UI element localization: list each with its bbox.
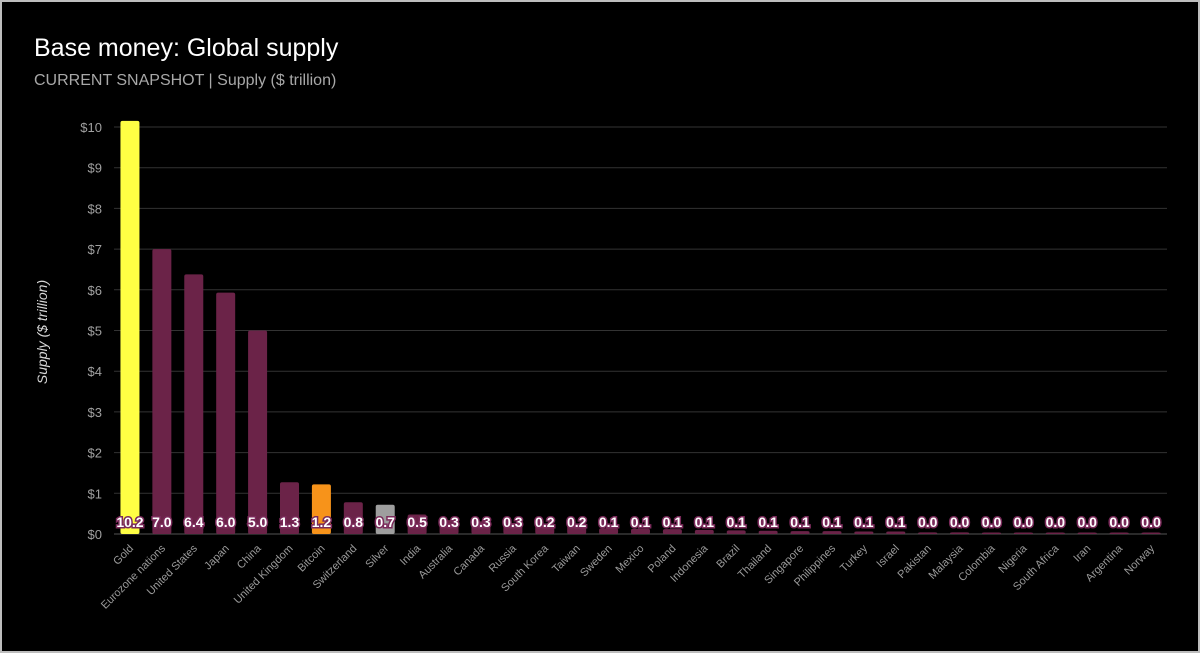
x-tick-label: Japan: [202, 543, 232, 573]
data-label: 1.2: [312, 514, 332, 530]
data-label: 0.1: [854, 514, 874, 530]
x-tick-label: Brazil: [714, 543, 742, 571]
bar-norway: [1141, 532, 1161, 534]
y-tick-label: $10: [80, 120, 102, 135]
data-label: 0.1: [631, 514, 651, 530]
y-tick-label: $5: [88, 324, 102, 339]
bar-south-korea: [535, 525, 555, 534]
data-label: 5.0: [248, 514, 268, 530]
x-tick-label: Sweden: [578, 543, 615, 580]
data-label: 0.2: [535, 514, 555, 530]
data-label: 0.0: [1046, 514, 1066, 530]
bar-sweden: [599, 528, 619, 534]
data-label: 0.0: [982, 514, 1002, 530]
x-tick-label: India: [398, 542, 424, 568]
data-label: 6.0: [216, 514, 236, 530]
bar-australia: [439, 520, 459, 534]
bar-united-kingdom: [280, 482, 299, 534]
data-label: 0.1: [886, 514, 906, 530]
bar-south-africa: [1045, 532, 1065, 534]
bar-united-states: [184, 274, 204, 534]
bar-nigeria: [1013, 532, 1033, 534]
data-label: 0.0: [1109, 514, 1129, 530]
y-tick-label: $0: [88, 527, 102, 542]
data-label: 0.0: [1014, 514, 1034, 530]
bar-canada: [471, 521, 491, 534]
data-label: 0.5: [407, 514, 427, 530]
data-label: 6.4: [184, 514, 204, 530]
bar-malaysia: [950, 532, 970, 534]
x-tick-label: Silver: [363, 542, 391, 570]
bar-japan: [216, 292, 236, 534]
data-label: 10.2: [116, 514, 143, 530]
data-label: 0.1: [663, 514, 683, 530]
x-tick-label: Australia: [416, 542, 455, 581]
x-tick-label: Canada: [451, 542, 487, 578]
bar-argentina: [1109, 532, 1129, 534]
x-tick-label: China: [235, 542, 264, 571]
data-label: 0.2: [567, 514, 587, 530]
bar-gold: [120, 120, 140, 535]
data-label: 0.0: [1141, 514, 1161, 530]
data-label: 0.0: [918, 514, 938, 530]
data-label: 0.1: [790, 514, 810, 530]
bar-iran: [1077, 532, 1097, 534]
chart-title: Base money: Global supply: [34, 34, 339, 62]
bar-taiwan: [567, 525, 587, 534]
data-label: 0.1: [599, 514, 619, 530]
data-label: 0.0: [950, 514, 970, 530]
x-tick-label: Turkey: [838, 542, 870, 574]
bar-philippines: [822, 531, 842, 534]
bar-switzerland: [343, 502, 363, 534]
bar-india: [407, 514, 427, 534]
data-label: 0.0: [1077, 514, 1097, 530]
data-label: 1.3: [280, 514, 300, 530]
data-label: 0.1: [822, 514, 842, 530]
bar-bitcoin: [311, 484, 331, 534]
bar-pakistan: [918, 532, 938, 534]
data-label: 0.3: [471, 514, 491, 530]
data-label: 7.0: [152, 514, 172, 530]
bar-china: [248, 330, 268, 534]
data-label: 0.8: [344, 514, 364, 530]
y-tick-label: $9: [88, 161, 102, 176]
bar-indonesia: [694, 529, 714, 534]
chart-subtitle: CURRENT SNAPSHOT | Supply ($ trillion): [34, 72, 337, 89]
bar-eurozone-nations: [152, 249, 172, 534]
x-tick-label: Israel: [874, 543, 902, 571]
data-label: 0.3: [439, 514, 459, 530]
data-label: 0.3: [503, 514, 523, 530]
x-tick-label: Mexico: [613, 543, 646, 576]
x-tick-label: Iran: [1071, 543, 1093, 565]
bar-poland: [662, 529, 682, 534]
bar-thailand: [758, 530, 778, 534]
data-label: 0.1: [726, 514, 746, 530]
bar-mexico: [631, 528, 650, 534]
y-tick-label: $3: [88, 405, 102, 420]
y-tick-label: $8: [88, 201, 102, 216]
bar-singapore: [790, 531, 810, 534]
y-tick-label: $4: [88, 364, 102, 379]
y-tick-label: $2: [88, 446, 102, 461]
data-label: 0.1: [758, 514, 778, 530]
x-tick-label: United Kingdom: [232, 543, 296, 607]
y-tick-label: $1: [88, 486, 102, 501]
bar-silver: [375, 504, 395, 534]
y-tick-label: $7: [88, 242, 102, 257]
bar-russia: [503, 523, 523, 534]
data-label: 0.7: [375, 514, 395, 530]
bar-colombia: [982, 532, 1001, 534]
x-tick-label: Norway: [1122, 542, 1157, 577]
y-tick-label: $6: [88, 283, 102, 298]
data-label: 0.1: [695, 514, 715, 530]
bar-israel: [886, 531, 906, 534]
bar-turkey: [854, 531, 874, 534]
bar-brazil: [726, 530, 746, 534]
x-tick-label: Gold: [111, 543, 136, 568]
